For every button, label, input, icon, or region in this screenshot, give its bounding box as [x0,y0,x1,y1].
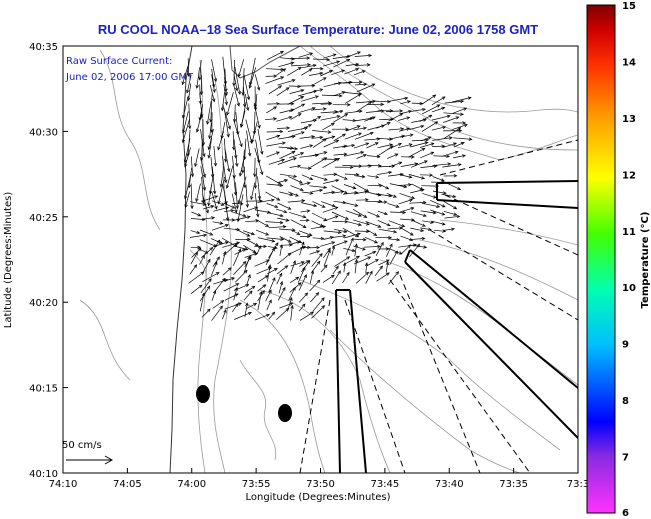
x-tick-label: 73:40 [435,479,464,490]
radar-sector-dashed-lines [299,139,578,473]
surface-current-vectors [181,51,473,321]
current-annotation-line1: Raw Surface Current: [66,56,172,67]
x-tick-label: 74:00 [177,479,206,490]
x-tick-label: 73:3 [567,479,589,490]
x-tick-label: 73:55 [242,479,271,490]
x-axis-label: Longitude (Degrees:Minutes) [245,492,390,503]
colorbar-tick-label: 6 [622,508,629,519]
colorbar-tick-label: 13 [622,114,636,125]
colorbar-tick-label: 7 [622,453,629,464]
station-marker [278,404,292,422]
colorbar-tick-label: 9 [622,340,629,351]
colorbar-tick-label: 8 [622,396,629,407]
x-tick-label: 74:05 [113,479,142,490]
radar-sector-solid-lines [335,180,578,473]
scale-arrow [66,455,114,465]
land-new-jersey-coast [63,46,193,473]
current-annotation-line2: June 02, 2006 17:00 GMT [65,72,194,83]
x-tick-label: 73:50 [306,479,335,490]
x-tick-label: 73:45 [370,479,399,490]
colorbar-label: Temperature (°C) [640,212,651,309]
x-tick-label: 73:35 [499,479,528,490]
colorbar-tick-label: 12 [622,170,636,181]
x-axis-ticks: 74:10 74:05 74:00 73:55 73:50 73:45 73:40 73:35… [49,468,589,490]
colorbar-tick-label: 11 [622,227,636,238]
colorbar-tick-label: 14 [622,57,636,68]
scale-label: 50 cm/s [62,440,102,451]
y-axis-ticks: 40:35 40:30 40:25 40:20 40:15 40:10 [29,42,68,480]
figure-title: RU COOL NOAA–18 Sea Surface Temperature:… [98,22,538,37]
station-marker [196,385,210,403]
map-plot-area [62,45,579,474]
colorbar-tick-label: 15 [622,1,636,12]
land-long-island [229,46,301,79]
y-tick-label: 40:10 [29,469,58,480]
y-tick-label: 40:35 [29,42,58,53]
y-axis-label: Latitude (Degrees:Minutes) [3,192,14,329]
x-tick-label: 74:10 [49,479,78,490]
colorbar-ticks: 15 14 13 12 11 10 9 8 7 6 [622,1,636,519]
y-tick-label: 40:20 [29,298,58,309]
y-tick-label: 40:30 [29,127,58,138]
colorbar: 15 14 13 12 11 10 9 8 7 6 Temperature (°C) [586,1,651,519]
colorbar-tick-label: 10 [622,283,636,294]
y-tick-label: 40:15 [29,384,58,395]
y-tick-label: 40:25 [29,213,58,224]
